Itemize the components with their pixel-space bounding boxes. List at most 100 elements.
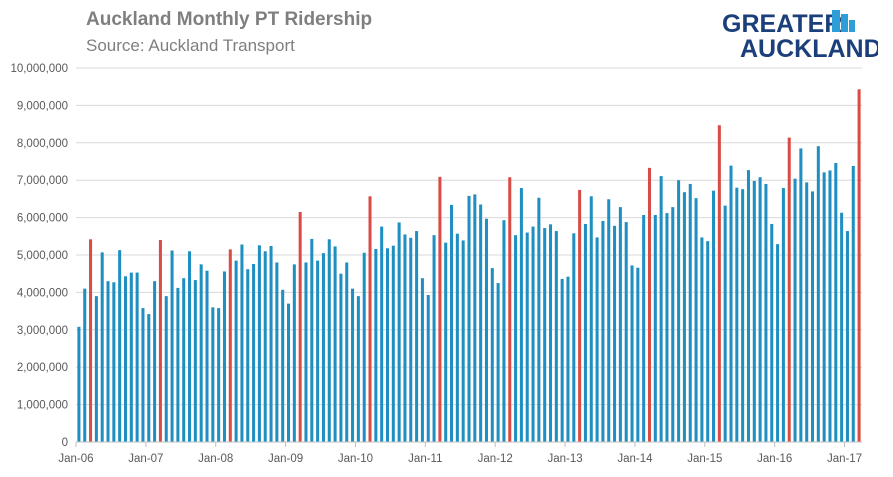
bar xyxy=(776,244,780,442)
bar xyxy=(246,269,250,442)
bar xyxy=(374,249,378,442)
bar xyxy=(583,223,587,442)
bar xyxy=(607,199,611,442)
bar xyxy=(479,204,483,442)
bar xyxy=(397,222,401,442)
bar xyxy=(700,237,704,442)
bar xyxy=(502,220,506,442)
x-axis-ticks: Jan-06 Jan-07 Jan-08 Jan-09 Jan-10 Jan-11 Jan-… xyxy=(58,442,862,465)
x-tick-label: Jan-07 xyxy=(128,453,163,465)
bar xyxy=(176,287,180,442)
bar xyxy=(205,270,209,442)
y-tick-label: 3,000,000 xyxy=(17,325,68,337)
bar xyxy=(327,239,331,442)
bar xyxy=(158,240,162,442)
bar xyxy=(834,163,838,442)
bar xyxy=(234,260,238,442)
y-tick-label: 0 xyxy=(62,437,68,449)
bar xyxy=(595,237,599,442)
bar xyxy=(362,252,366,442)
bar xyxy=(153,281,157,442)
bar xyxy=(415,231,419,442)
bar xyxy=(805,182,809,442)
bar xyxy=(368,196,372,442)
bar xyxy=(345,262,349,442)
bar xyxy=(467,195,471,442)
bar xyxy=(455,233,459,442)
bar xyxy=(106,281,110,442)
bar xyxy=(845,231,849,442)
bar xyxy=(770,223,774,442)
bar xyxy=(240,244,244,442)
bar xyxy=(420,278,424,442)
bar xyxy=(677,180,681,442)
bar xyxy=(269,246,273,442)
bar xyxy=(764,183,768,442)
bar xyxy=(636,267,640,442)
bar xyxy=(746,170,750,442)
bar xyxy=(729,165,733,443)
y-tick-label: 5,000,000 xyxy=(17,250,68,262)
bar xyxy=(537,197,541,442)
bar xyxy=(292,264,296,442)
bar xyxy=(554,231,558,442)
bar xyxy=(781,188,785,442)
x-tick-label: Jan-09 xyxy=(268,453,303,465)
logo-line-auckland: AUCKLAND xyxy=(740,35,878,60)
bar xyxy=(525,232,529,442)
bar xyxy=(508,177,512,442)
bar xyxy=(298,211,302,442)
bar xyxy=(566,276,570,442)
bar xyxy=(135,272,139,442)
bar xyxy=(717,125,721,442)
bar xyxy=(694,198,698,442)
bar xyxy=(403,234,407,442)
bar xyxy=(118,250,122,442)
x-tick-label: Jan-06 xyxy=(58,453,93,465)
bar xyxy=(199,264,203,442)
bar xyxy=(560,278,564,442)
bar xyxy=(304,262,308,442)
bar xyxy=(339,273,343,442)
bar xyxy=(409,237,413,442)
bar xyxy=(496,283,500,442)
bar xyxy=(89,239,93,442)
bar xyxy=(257,245,261,442)
x-tick-label: Jan-12 xyxy=(478,453,513,465)
bar xyxy=(438,176,442,442)
x-tick-label: Jan-16 xyxy=(757,453,792,465)
bar xyxy=(811,191,815,442)
bar xyxy=(578,189,582,442)
bar xyxy=(682,192,686,442)
y-tick-label: 7,000,000 xyxy=(17,175,68,187)
bar xyxy=(490,268,494,442)
bar xyxy=(351,288,355,442)
bar xyxy=(793,178,797,442)
bar xyxy=(630,265,634,442)
bar xyxy=(712,190,716,442)
chart-title: Auckland Monthly PT Ridership xyxy=(86,9,373,30)
bar xyxy=(653,214,657,442)
bar xyxy=(123,276,128,442)
bar xyxy=(514,235,518,442)
bar xyxy=(642,214,646,442)
bar xyxy=(613,225,617,442)
y-tick-label: 8,000,000 xyxy=(17,138,68,150)
bar xyxy=(799,148,803,442)
bar xyxy=(543,228,547,442)
bar xyxy=(752,180,756,442)
greater-auckland-logo: GREATER AUCKLAND xyxy=(722,10,878,60)
y-axis-ticks: 0 1,000,000 2,000,000 3,000,000 4,000,000 5,0… xyxy=(10,63,68,449)
bar xyxy=(281,289,285,442)
bar xyxy=(100,252,104,442)
bar xyxy=(310,238,314,442)
bar xyxy=(857,89,861,442)
bar xyxy=(624,222,628,442)
bar xyxy=(647,167,652,443)
bar xyxy=(193,280,197,442)
bar xyxy=(758,177,762,442)
x-tick-label: Jan-11 xyxy=(408,453,442,465)
bar xyxy=(77,326,81,442)
bar xyxy=(228,249,232,442)
